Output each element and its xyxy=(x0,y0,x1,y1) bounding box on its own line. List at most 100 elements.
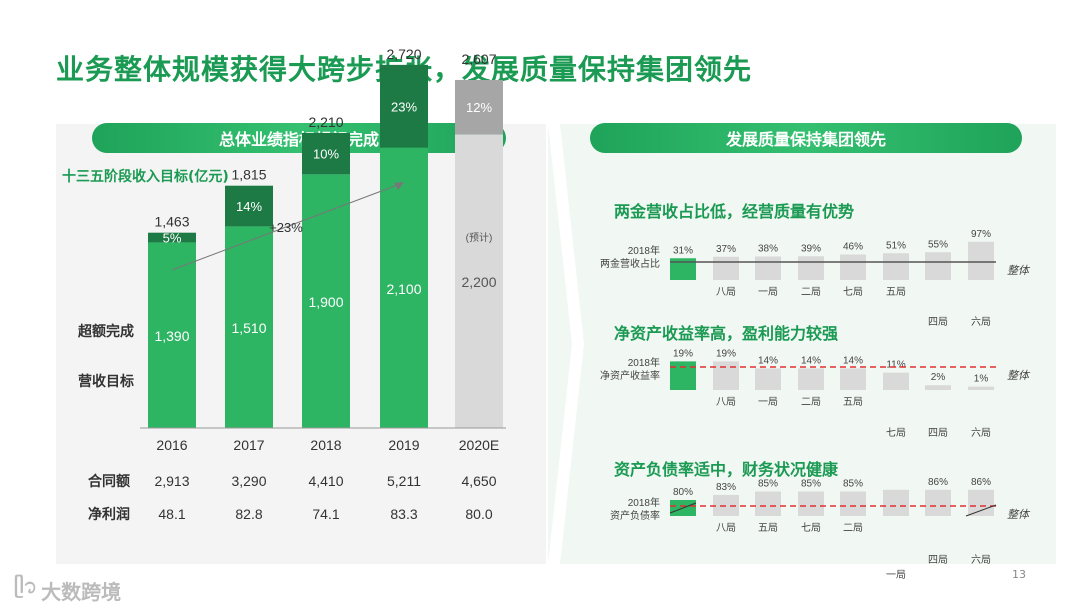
metric-bar xyxy=(840,254,866,280)
revenue-excess-bar xyxy=(455,79,503,135)
metric-bar xyxy=(883,372,909,390)
metric-bar xyxy=(925,385,951,390)
metric-bar xyxy=(713,361,739,390)
watermark-logo: ᥫ᭡ 大数跨境 xyxy=(14,572,121,608)
metric-category-label: 一局 xyxy=(758,396,778,408)
metric-category-label: 五局 xyxy=(843,396,863,408)
row-label-year: 2018年 xyxy=(628,356,660,369)
revenue-excess-bar xyxy=(302,132,350,175)
metric-bar xyxy=(925,252,951,280)
x-tick-label: 2017 xyxy=(233,437,264,453)
metric-bar xyxy=(798,368,824,390)
revenue-target-label: 2,100 xyxy=(386,281,421,297)
metric-category-label: 一局 xyxy=(758,286,778,298)
metric-value-label: 1% xyxy=(974,374,989,385)
metric-category-label: 七局 xyxy=(801,522,821,534)
metric-value-label: 31% xyxy=(673,245,693,256)
row-label-profit: 净利润 xyxy=(88,506,130,522)
slash-mark xyxy=(965,504,997,517)
section-heading-3: 资产负债率适中，财务状况健康 xyxy=(614,460,839,479)
metric-category-label: 八局 xyxy=(716,396,736,408)
section-heading-1: 两金营收占比低，经营质量有优势 xyxy=(614,202,855,221)
metric-category-label: 二局 xyxy=(843,522,863,534)
revenue-target-bar xyxy=(148,242,196,428)
growth-label: +23% xyxy=(269,220,303,235)
profit-value: 48.1 xyxy=(158,506,185,522)
row-label-excess: 超额完成 xyxy=(77,323,134,339)
revenue-total-label: 2,720 xyxy=(386,46,421,62)
metric-value-label: 85% xyxy=(843,479,863,490)
revenue-total-label: 1,463 xyxy=(154,214,189,230)
contract-value: 3,290 xyxy=(231,473,266,489)
right-panel-header: 发展质量保持集团领先 xyxy=(590,123,1022,153)
revenue-excess-label: 10% xyxy=(313,147,339,162)
metric-value-label: 46% xyxy=(843,242,863,253)
profit-value: 74.1 xyxy=(312,506,339,522)
revenue-excess-bar xyxy=(148,232,196,243)
metric-category-label: 一局 xyxy=(886,569,906,581)
metric-bar xyxy=(883,489,909,516)
metric-value-label: 19% xyxy=(716,348,736,359)
slash-mark xyxy=(669,502,697,514)
metric-value-label: 85% xyxy=(758,479,778,490)
profit-value: 80.0 xyxy=(465,506,492,522)
revenue-excess-label: 12% xyxy=(466,100,492,115)
growth-arrow-line xyxy=(171,183,401,271)
contract-value: 2,913 xyxy=(154,473,189,489)
x-tick-label: 2018 xyxy=(310,437,341,453)
growth-arrow-head xyxy=(394,182,404,190)
revenue-excess-label: 14% xyxy=(236,199,262,214)
metric-category-label: 八局 xyxy=(716,286,736,298)
metric-bar xyxy=(755,256,781,280)
page-number: 13 xyxy=(1012,568,1026,581)
section-heading-2: 净资产收益率高，盈利能力较强 xyxy=(614,324,839,343)
metric-category-label: 七局 xyxy=(886,427,906,439)
metric-category-label: 八局 xyxy=(716,522,736,534)
revenue-target-bar xyxy=(225,226,273,428)
revenue-target-label: 1,510 xyxy=(231,320,266,336)
revenue-target-label: 1,900 xyxy=(308,294,343,310)
metric-category-label: 五局 xyxy=(758,522,778,534)
row-label-year: 2018年 xyxy=(628,244,660,257)
forecast-note: (预计) xyxy=(466,231,493,244)
metric-bar xyxy=(968,241,994,280)
revenue-target-label: 2,200 xyxy=(461,274,496,290)
metric-bar xyxy=(968,489,994,516)
logo-icon: ᥫ᭡ xyxy=(14,574,38,598)
contract-value: 4,410 xyxy=(308,473,343,489)
metric-value-label: 38% xyxy=(758,244,778,255)
revenue-excess-label: 23% xyxy=(391,99,417,114)
metric-category-label: 四局 xyxy=(928,316,948,328)
overall-label: 整体 xyxy=(1007,264,1031,277)
logo-text: 大数跨境 xyxy=(41,579,122,604)
x-tick-label: 2019 xyxy=(388,437,419,453)
x-tick-label: 2016 xyxy=(156,437,187,453)
metric-value-label: 97% xyxy=(971,229,991,240)
metric-bar xyxy=(925,489,951,516)
panel-chevron xyxy=(548,124,584,564)
metric-value-label: 14% xyxy=(801,355,821,366)
overall-label: 整体 xyxy=(1007,508,1031,521)
profit-value: 82.8 xyxy=(235,506,262,522)
metric-category-label: 四局 xyxy=(928,427,948,439)
revenue-chart-subtitle: 十三五阶段收入目标(亿元) xyxy=(62,169,229,185)
revenue-target-label: 1,390 xyxy=(154,328,189,344)
revenue-total-label: 2,210 xyxy=(308,114,343,130)
row-label-year: 2018年 xyxy=(628,496,660,509)
profit-value: 83.3 xyxy=(390,506,417,522)
row-label-metric: 净资产收益率 xyxy=(600,369,660,382)
row-label-target: 营收目标 xyxy=(78,373,134,389)
contract-value: 5,211 xyxy=(387,473,421,489)
metric-value-label: 55% xyxy=(928,239,948,250)
metric-value-label: 85% xyxy=(801,479,821,490)
metric-value-label: 83% xyxy=(716,482,736,493)
revenue-target-bar xyxy=(455,134,503,429)
metric-bar xyxy=(670,258,696,280)
metric-bar xyxy=(798,256,824,280)
revenue-excess-bar xyxy=(225,185,273,227)
metric-value-label: 2% xyxy=(931,372,946,383)
metric-bar xyxy=(883,253,909,280)
metric-category-label: 六局 xyxy=(971,427,991,439)
metric-category-label: 六局 xyxy=(971,316,991,328)
metric-value-label: 37% xyxy=(716,244,736,255)
